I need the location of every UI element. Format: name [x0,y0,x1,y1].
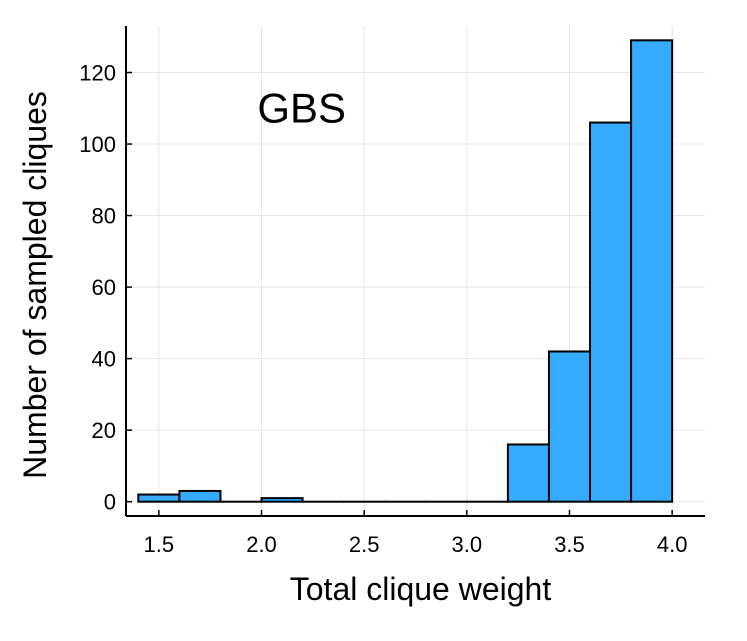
histogram-bar [178,489,222,503]
y-tick-label: 40 [92,347,116,372]
histogram-bar [260,497,304,503]
y-tick-label: 0 [104,490,116,515]
y-tick-label: 80 [92,204,116,229]
histogram-bar [630,39,674,503]
annotation-label: GBS [257,84,346,131]
histogram-bar [506,443,550,503]
histogram-bar [137,493,181,503]
axes [125,26,705,517]
x-tick-label: 1.5 [144,532,175,557]
x-tick-label: 4.0 [657,532,688,557]
histogram-bar [589,121,633,503]
y-tick-label: 100 [79,132,116,157]
histogram-bars [137,39,674,503]
x-axis-title: Total clique weight [290,571,552,607]
x-tick-label: 3.0 [452,532,483,557]
x-tick-label: 2.0 [246,532,277,557]
x-tick-label: 2.5 [349,532,380,557]
histogram-bar [547,350,592,503]
y-axis-title: Number of sampled cliques [17,91,53,479]
y-tick-label: 20 [92,418,116,443]
y-tick-label: 60 [92,275,116,300]
tick-labels: 1.5 2.0 2.5 3.0 3.5 4.0 0 20 40 60 80 100 120 [79,60,687,557]
x-tick-label: 3.5 [554,532,585,557]
y-tick-label: 120 [79,60,116,85]
